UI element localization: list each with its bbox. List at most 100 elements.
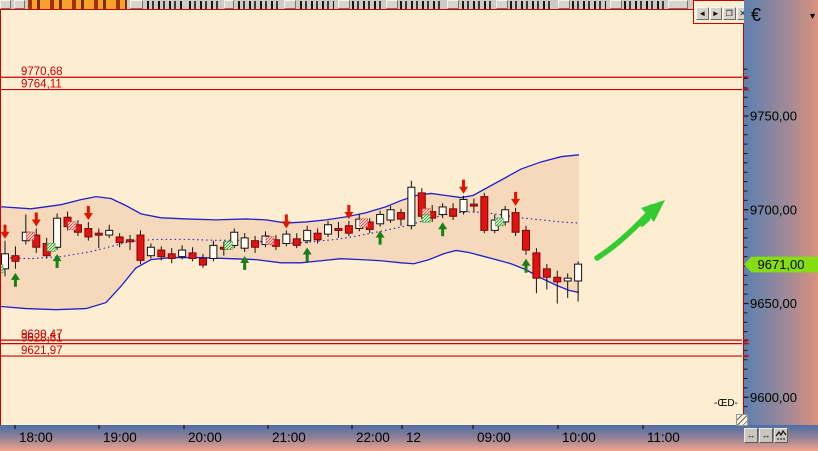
candle-up (240, 237, 249, 249)
toolbar-fragment (28, 0, 127, 9)
scroll-horizontal-button[interactable]: ↔ (759, 428, 773, 443)
sell-arrow-icon (344, 205, 354, 219)
candle-down (126, 239, 135, 243)
candle-up (105, 229, 114, 236)
price-axis-label: 9750,00 (750, 109, 797, 124)
time-axis-label: 20:00 (188, 430, 222, 445)
candle-down (251, 240, 260, 248)
toolbar-fragment (386, 0, 398, 9)
sell-arrow-icon (511, 191, 521, 206)
toolbar-fragment (447, 0, 459, 9)
toolbar-fragment (624, 1, 664, 9)
price-axis-label: 9650,00 (750, 296, 797, 311)
time-axis-ticks: 18:00 19:00 20:00 21:00 22:00 12 09:00 10:00 11:… (14, 425, 680, 445)
candle-down (313, 232, 322, 241)
time-axis-label: 10:00 (562, 430, 596, 445)
green-hatch-marker (46, 242, 56, 252)
candle-up (146, 246, 155, 257)
candle-down (344, 225, 353, 234)
time-axis[interactable]: 18:00 19:00 20:00 21:00 22:00 12 09:00 10:00 11:… (0, 425, 818, 451)
level-label: 9770,68 (21, 66, 63, 78)
red-hatch-marker (25, 231, 35, 241)
sell-arrow-icon (281, 214, 291, 229)
candle-up (282, 233, 291, 244)
toolbar-fragment (224, 0, 234, 9)
candle-down (115, 236, 124, 244)
chart-plot-area[interactable]: 9770,68 9764,11 9630,47 9628,61 9621,97 (0, 9, 744, 426)
time-axis-label: 22:00 (356, 430, 390, 445)
candle-down (542, 268, 551, 278)
time-axis-label: 18:00 (19, 430, 53, 445)
sell-arrow-icon (83, 205, 93, 220)
toolbar-fragment (558, 0, 570, 9)
green-hatch-marker (1, 264, 4, 274)
level-label: 9764,11 (21, 79, 62, 91)
toolbar-fragment (130, 0, 143, 9)
price-axis[interactable]: 9750,00 9700,00 9650,00 9600,00 € ▾ (744, 0, 818, 425)
current-price-tag: 9671,00 (744, 256, 818, 273)
candle-up (407, 186, 416, 227)
sell-arrow-icon (458, 179, 468, 194)
price-axis-label: 9700,00 (750, 202, 797, 217)
red-hatch-marker (359, 218, 369, 228)
candle-down (553, 276, 562, 283)
candle-up (376, 213, 385, 225)
toolbar-fragment (510, 1, 554, 9)
toolbar-fragment (14, 0, 25, 9)
candle-down (32, 234, 41, 248)
restore-window-button[interactable]: ❐ (723, 7, 736, 20)
trend-annotation-arrow[interactable] (594, 200, 665, 261)
candle-down (522, 229, 530, 251)
candle-down (480, 196, 489, 231)
toolbar-fragment (400, 1, 442, 9)
candle-down (198, 258, 207, 266)
toolbar-fragment (147, 1, 185, 9)
time-axis-label: 12 (406, 430, 421, 445)
candle-up (53, 217, 62, 248)
window-controls: ◄ ► ❐ ✕ (693, 0, 752, 24)
candle-down (11, 255, 20, 262)
candle-up (324, 224, 333, 235)
toolbar-fragment (284, 0, 296, 9)
chevron-down-icon[interactable]: ▾ (809, 11, 815, 22)
sell-arrow-icon (1, 224, 10, 239)
buy-arrow-icon (302, 247, 312, 262)
candle-down (417, 192, 426, 217)
red-hatch-marker (265, 236, 275, 246)
toolbar-fragment (462, 1, 492, 9)
chart-resize-handle[interactable] (736, 414, 748, 426)
fit-horizontal-button[interactable]: ↔ (744, 428, 758, 443)
toolbar-fragment (352, 1, 382, 9)
candle-up (230, 231, 239, 246)
candle-down (469, 203, 478, 207)
candle-down (532, 252, 541, 279)
buy-arrow-icon (10, 272, 20, 287)
time-axis-label: 19:00 (103, 430, 137, 445)
candle-up (386, 209, 395, 221)
candle-up (178, 249, 187, 258)
toolbar-fragment (572, 1, 606, 9)
toolbar-cropped[interactable] (0, 0, 694, 9)
auto-scale-button[interactable] (774, 428, 788, 443)
candle-up (563, 277, 572, 282)
time-axis-label: 21:00 (272, 430, 306, 445)
forward-arrow-button[interactable]: ► (709, 7, 722, 20)
candle-down (449, 208, 458, 217)
candle-up (303, 229, 312, 242)
level-label: 9628,61 (21, 333, 63, 345)
candle-down (157, 249, 166, 258)
toolbar-fragment (0, 0, 11, 9)
bollinger-band (1, 154, 580, 311)
candle-down (136, 234, 145, 261)
buy-arrow-icon (52, 254, 62, 269)
current-price-value: 9671,00 (757, 257, 805, 272)
link-indicator-icon[interactable]: -ŒD- (714, 398, 738, 409)
toolbar-fragment (300, 1, 334, 9)
time-axis-label: 09:00 (477, 430, 511, 445)
price-axis-label: 9600,00 (750, 390, 797, 405)
back-arrow-button[interactable]: ◄ (696, 7, 709, 20)
toolbar-fragment (668, 0, 688, 9)
